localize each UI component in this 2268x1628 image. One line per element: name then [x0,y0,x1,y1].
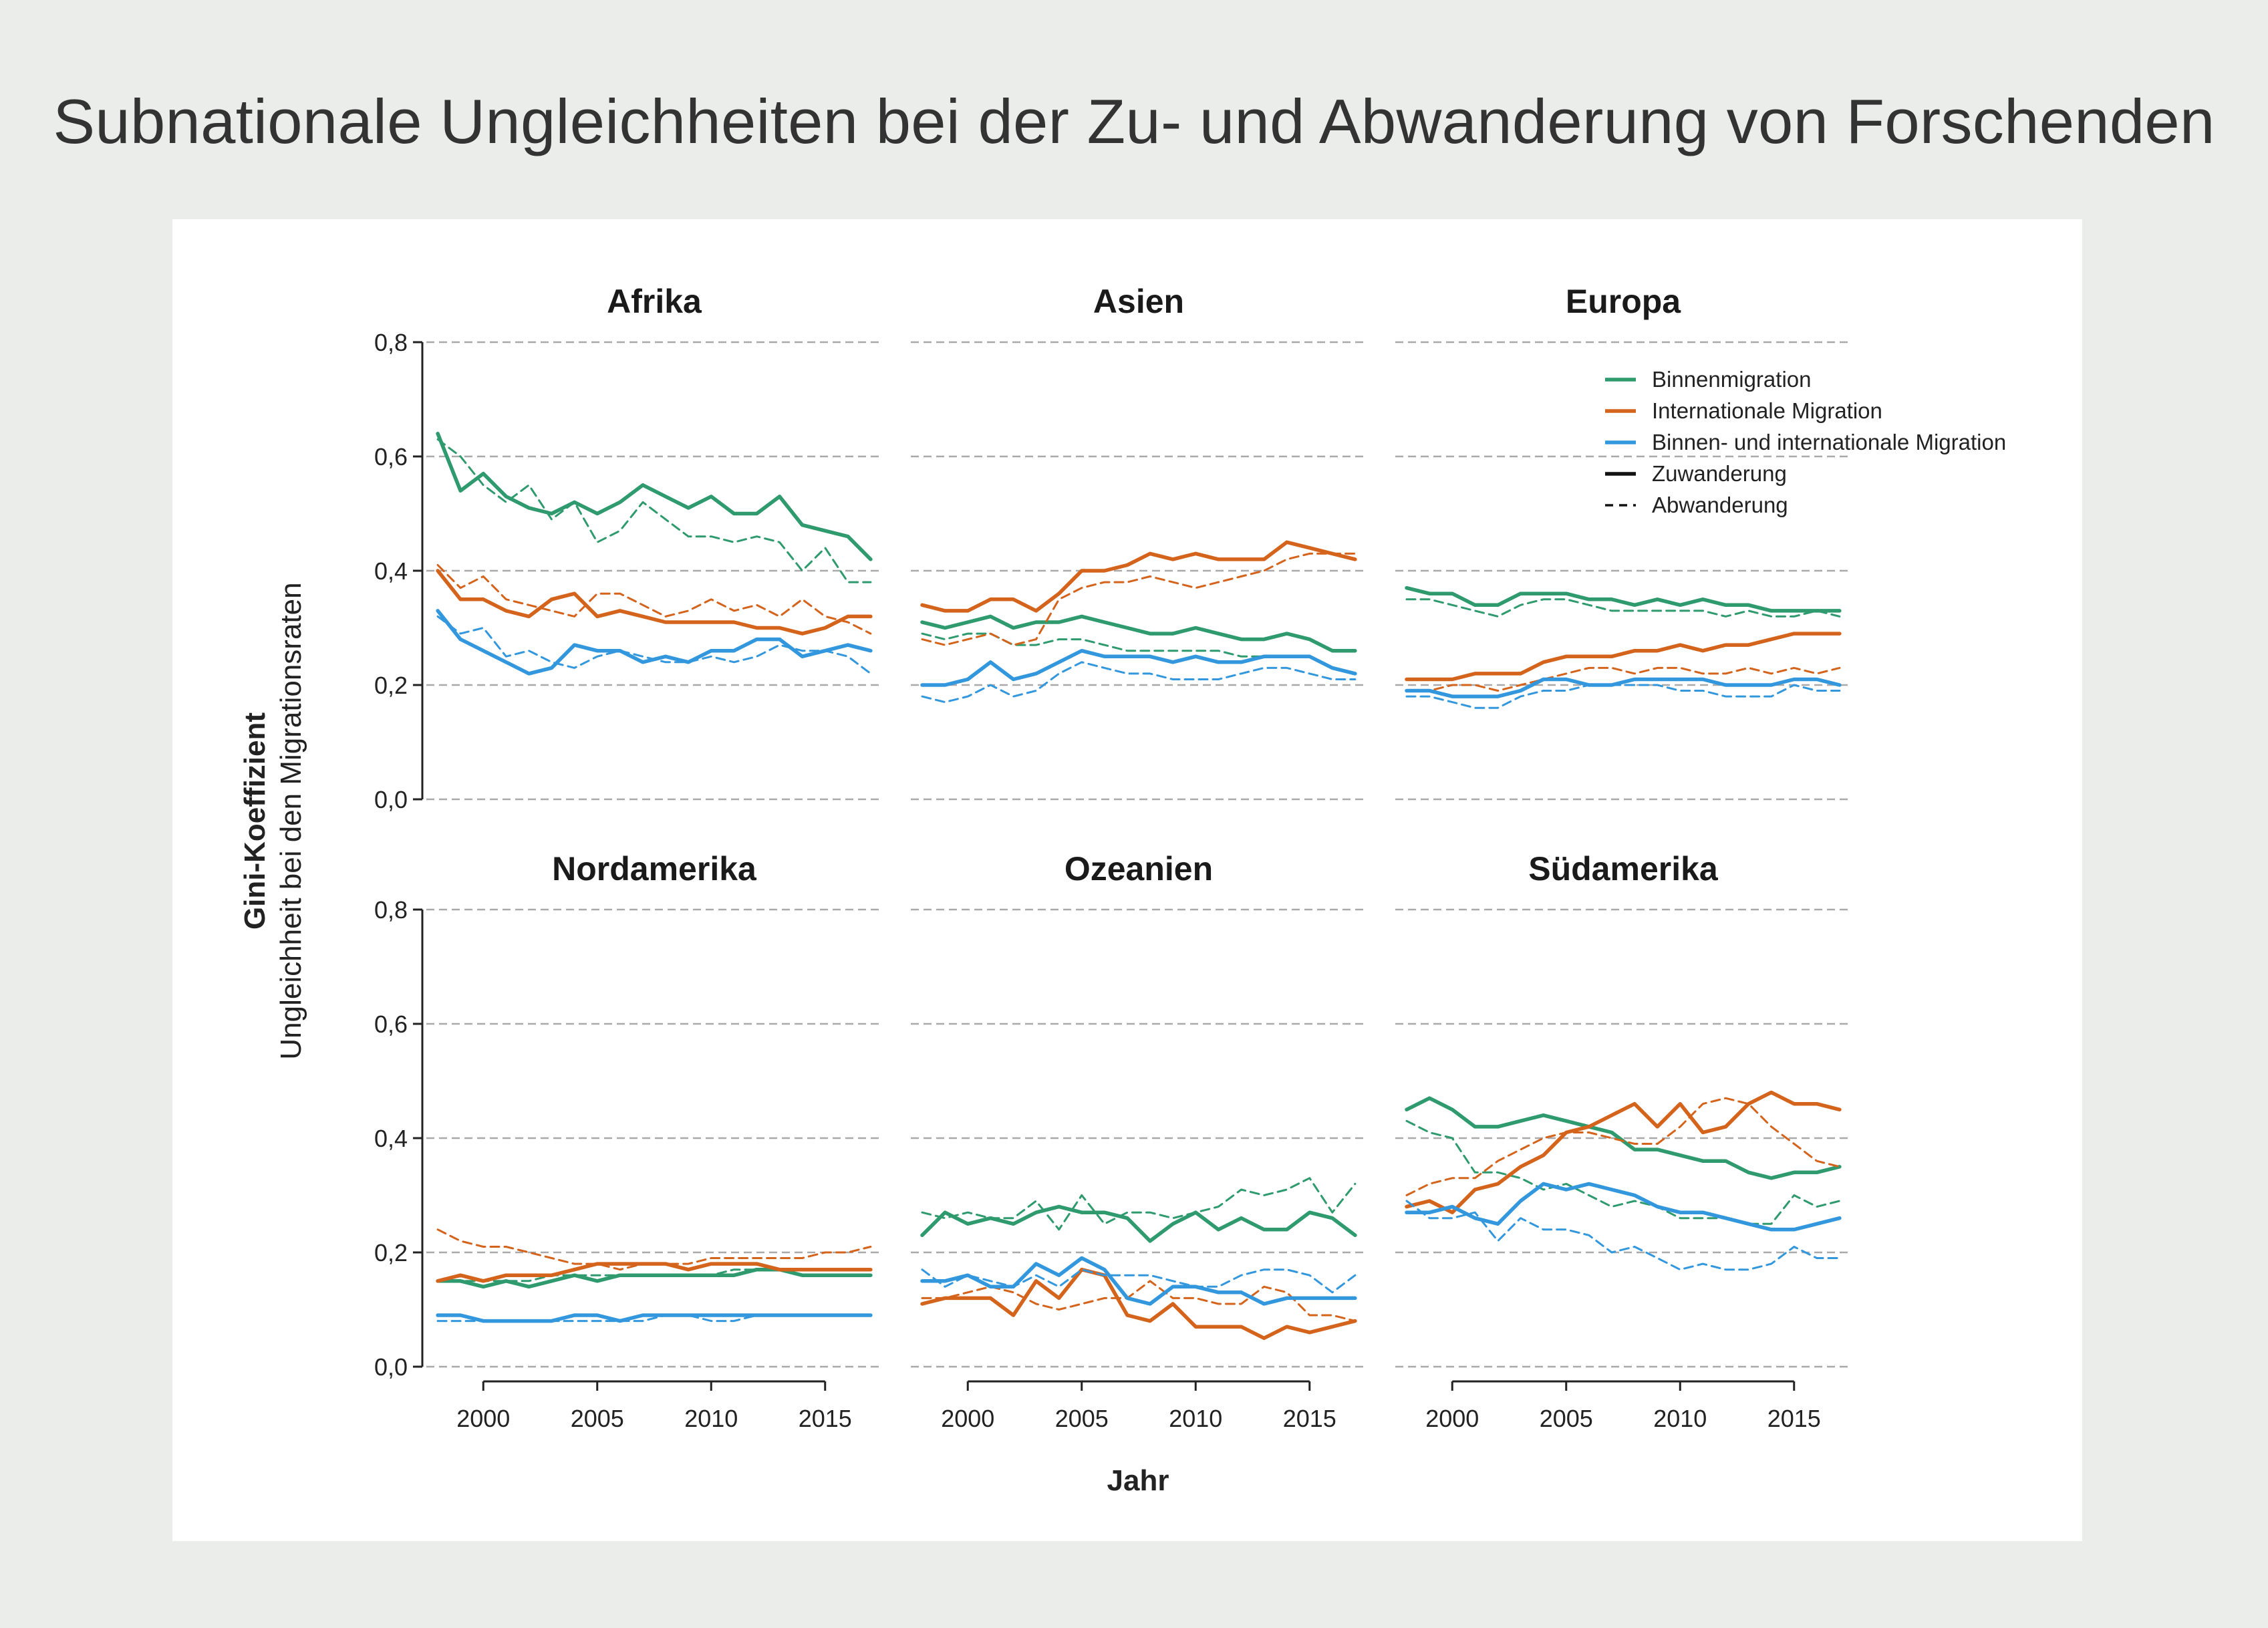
y-tick-label-afrika-3: 0,6 [374,443,408,470]
y-axis-title: Gini-Koeffizient [239,712,271,930]
x-tick-label-ozeanien-0: 2000 [941,1405,994,1432]
facet-title-afrika: Afrika [607,283,702,320]
chart-card: Afrika 0,0 0,2 0,4 0,6 0,8 Asien Europa Nordamer… [172,219,2082,1541]
y-tick-label-nordamerika-1: 0,2 [374,1239,408,1266]
page: Subnationale Ungleichheiten bei der Zu- … [0,0,2268,1628]
series-line-ozeanien-binnenmigration-abwanderung [922,1178,1355,1230]
x-tick-label-ozeanien-2: 2010 [1169,1405,1222,1432]
series-line-suedamerika-internationale-migration-abwanderung [1407,1098,1840,1195]
facet-title-europa: Europa [1566,283,1681,320]
y-tick-label-nordamerika-4: 0,8 [374,896,408,924]
x-tick-label-nordamerika-3: 2015 [799,1405,852,1432]
y-tick-label-afrika-2: 0,4 [374,557,408,585]
series-line-asien-binnenmigration-zuwanderung [922,616,1355,650]
series-line-afrika-binnen-und-internationale-migration-abwanderung [438,616,871,674]
series-line-europa-internationale-migration-zuwanderung [1407,634,1840,679]
x-tick-label-nordamerika-2: 2010 [684,1405,738,1432]
y-tick-label-nordamerika-3: 0,6 [374,1010,408,1038]
page-title: Subnationale Ungleichheiten bei der Zu- … [0,86,2268,158]
legend-label-abwanderung: Abwanderung [1652,493,1788,517]
series-line-asien-internationale-migration-zuwanderung [922,542,1355,611]
y-tick-label-nordamerika-2: 0,4 [374,1125,408,1152]
x-tick-label-nordamerika-1: 2005 [571,1405,624,1432]
facet-title-nordamerika: Nordamerika [552,850,757,888]
y-tick-label-afrika-1: 0,2 [374,672,408,699]
series-line-europa-binnenmigration-zuwanderung [1407,588,1840,611]
x-tick-label-nordamerika-0: 2000 [456,1405,510,1432]
series-line-afrika-binnenmigration-abwanderung [438,439,871,582]
series-line-afrika-internationale-migration-abwanderung [438,565,871,634]
facet-title-asien: Asien [1093,283,1184,320]
legend-label-binnen-und-internationale-migration: Binnen- und internationale Migration [1652,430,2006,454]
legend-label-internationale-migration: Internationale Migration [1652,398,1882,423]
y-axis-subtitle: Ungleichheit bei den Migrationsraten [275,582,307,1059]
x-tick-label-suedamerika-2: 2010 [1653,1405,1707,1432]
facet-title-suedamerika: Südamerika [1528,850,1719,888]
series-line-asien-binnenmigration-abwanderung [922,634,1355,674]
series-line-afrika-binnenmigration-zuwanderung [438,434,871,559]
series-line-suedamerika-binnen-und-internationale-migration-abwanderung [1407,1201,1840,1270]
faceted-line-chart: Afrika 0,0 0,2 0,4 0,6 0,8 Asien Europa Nordamer… [172,219,2082,1541]
series-line-nordamerika-binnenmigration-zuwanderung [438,1270,871,1287]
series-line-suedamerika-internationale-migration-zuwanderung [1407,1093,1840,1213]
series-line-asien-binnen-und-internationale-migration-abwanderung [922,662,1355,702]
x-axis-title: Jahr [1107,1464,1169,1497]
x-tick-label-suedamerika-1: 2005 [1540,1405,1593,1432]
series-line-europa-internationale-migration-abwanderung [1407,668,1840,690]
x-tick-label-ozeanien-3: 2015 [1283,1405,1336,1432]
series-line-europa-binnen-und-internationale-migration-zuwanderung [1407,680,1840,697]
facet-title-ozeanien: Ozeanien [1065,850,1213,888]
series-line-suedamerika-binnenmigration-abwanderung [1407,1121,1840,1224]
y-tick-label-nordamerika-0: 0,0 [374,1353,408,1381]
y-tick-label-afrika-4: 0,8 [374,329,408,356]
y-tick-label-afrika-0: 0,0 [374,786,408,813]
x-tick-label-suedamerika-3: 2015 [1767,1405,1821,1432]
x-tick-label-suedamerika-0: 2000 [1425,1405,1479,1432]
legend-label-binnenmigration: Binnenmigration [1652,367,1811,392]
series-line-nordamerika-internationale-migration-zuwanderung [438,1264,871,1281]
x-tick-label-ozeanien-1: 2005 [1055,1405,1109,1432]
legend-label-zuwanderung: Zuwanderung [1652,461,1787,486]
